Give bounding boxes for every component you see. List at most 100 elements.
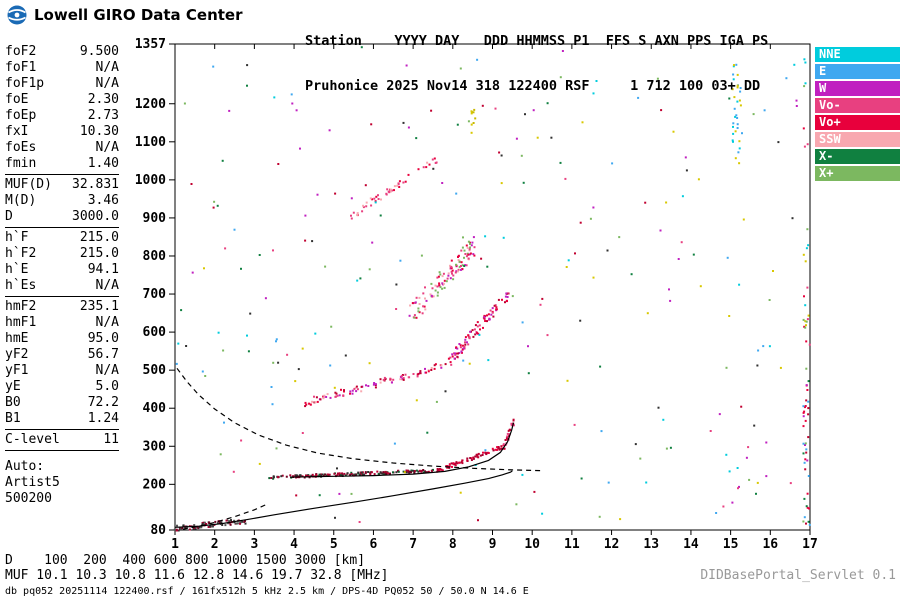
param-label: foF1p: [5, 76, 45, 91]
param-value: N/A: [95, 60, 119, 75]
param-value: N/A: [95, 315, 119, 330]
y-tick-label: 300: [143, 439, 167, 454]
x-tick-label: 12: [604, 537, 620, 552]
x-tick-label: 17: [802, 537, 818, 552]
y-tick-label: 1100: [135, 135, 166, 150]
param-label: D: [5, 209, 13, 224]
legend-item-e: E: [815, 64, 900, 79]
echo-cluster-third-hop: [350, 157, 438, 220]
y-tick-label: 80: [150, 523, 166, 538]
param-hes: h`Es N/A: [5, 278, 119, 294]
param-value: 5.0: [95, 379, 119, 394]
param-hme: hmE 95.0: [5, 331, 119, 347]
legend-item-xplus: X+: [815, 166, 900, 181]
param-group: C-level 11: [5, 429, 119, 451]
y-tick-label: 1000: [135, 173, 166, 188]
legend-item-xminus: X-: [815, 149, 900, 164]
servlet-version: DIDBasePortal_Servlet 0.1: [700, 568, 896, 583]
x-tick-label: 2: [211, 537, 219, 552]
param-hmf2: hmF2 235.1: [5, 299, 119, 315]
param-fof1p: foF1p N/A: [5, 76, 119, 92]
param-value: 9.500: [79, 44, 119, 59]
giro-logo-icon: [7, 5, 27, 25]
param-value: 3.46: [87, 193, 119, 208]
legend-item-w: W: [815, 81, 900, 96]
param-foe: foE 2.30: [5, 92, 119, 108]
param-value: 94.1: [87, 262, 119, 277]
echo-cluster-strip-15mhz: [731, 63, 743, 165]
brand: Lowell GIRO Data Center: [6, 4, 243, 26]
param-group: foF2 9.500 foF1 N/A foF1p N/A foE 2.30 foEp 2.73 f…: [5, 42, 119, 174]
x-axis: 1 2 3 4 5 6 7 8 9 10 11 12 13 14 15 16 17: [171, 44, 818, 552]
y-tick-label: 200: [143, 477, 167, 492]
param-fxi: fxI 10.30: [5, 124, 119, 140]
param-he: h`E 94.1: [5, 262, 119, 278]
x-tick-label: 1: [171, 537, 179, 552]
param-label: hmE: [5, 331, 29, 346]
x-tick-label: 9: [489, 537, 497, 552]
param-label: foE: [5, 92, 29, 107]
param-md: M(D) 3.46: [5, 193, 119, 209]
param-value: N/A: [95, 363, 119, 378]
y-axis: 80 200 300 400 500 600 700 800 900 1000 1100 1200 13…: [135, 37, 175, 538]
y-tick-label: 1200: [135, 97, 166, 112]
param-value: 235.1: [79, 299, 119, 314]
brand-title: Lowell GIRO Data Center: [34, 6, 243, 24]
param-label: foF1: [5, 60, 37, 75]
echo-legend: NNE E W Vo- Vo+ SSW X- X+: [815, 47, 900, 183]
param-label: h`E: [5, 262, 29, 277]
x-tick-label: 5: [330, 537, 338, 552]
y-tick-label: 900: [143, 211, 167, 226]
param-label: hmF1: [5, 315, 37, 330]
param-fmin: fmin 1.40: [5, 156, 119, 172]
parameter-panel: foF2 9.500 foF1 N/A foF1p N/A foE 2.30 foEp 2.73 f…: [5, 42, 119, 507]
autoscaling-block: Auto: Artist5 500200: [5, 459, 119, 507]
auto-line: Artist5: [5, 475, 60, 490]
param-label: yE: [5, 379, 21, 394]
param-value: N/A: [95, 278, 119, 293]
param-label: fxI: [5, 124, 29, 139]
param-value: 95.0: [87, 331, 119, 346]
distance-row: D 100 200 400 600 800 1000 1500 3000 [km…: [5, 553, 366, 568]
echo-cluster-spread-f: [408, 236, 476, 319]
param-label: yF1: [5, 363, 29, 378]
x-tick-label: 4: [290, 537, 298, 552]
param-label: h`F2: [5, 246, 37, 261]
param-value: 3000.0: [72, 209, 119, 224]
param-value: 2.73: [87, 108, 119, 123]
param-fof1: foF1 N/A: [5, 60, 119, 76]
param-value: 215.0: [79, 230, 119, 245]
param-value: 72.2: [87, 395, 119, 410]
param-value: 11: [103, 432, 119, 447]
param-clevel: C-level 11: [5, 432, 119, 448]
x-tick-label: 14: [683, 537, 699, 552]
y-tick-label: 700: [143, 287, 167, 302]
x-tick-label: 15: [723, 537, 739, 552]
param-fof2: foF2 9.500: [5, 44, 119, 60]
x-tick-label: 3: [250, 537, 258, 552]
legend-item-ssw: SSW: [815, 132, 900, 147]
param-label: fmin: [5, 156, 37, 171]
param-value: 1.24: [87, 411, 119, 426]
param-value: 56.7: [87, 347, 119, 362]
param-label: hmF2: [5, 299, 37, 314]
param-label: foEp: [5, 108, 37, 123]
x-tick-label: 13: [643, 537, 659, 552]
param-label: B1: [5, 411, 21, 426]
legend-item-vominus: Vo-: [815, 98, 900, 113]
param-mufd: MUF(D) 32.831: [5, 177, 119, 193]
param-value: 10.30: [79, 124, 119, 139]
legend-item-voplus: Vo+: [815, 115, 900, 130]
echo-cluster-noise: [175, 46, 798, 523]
y-tick-label: 600: [143, 325, 167, 340]
station-header-line1: Station YYYY DAY DDD HHMMSS P1 FFS S AXN…: [305, 33, 769, 49]
param-value: N/A: [95, 76, 119, 91]
x-tick-label: 8: [449, 537, 457, 552]
legend-item-nne: NNE: [815, 47, 900, 62]
param-label: yF2: [5, 347, 29, 362]
param-value: 32.831: [72, 177, 119, 192]
x-tick-label: 7: [409, 537, 417, 552]
param-b0: B0 72.2: [5, 395, 119, 411]
